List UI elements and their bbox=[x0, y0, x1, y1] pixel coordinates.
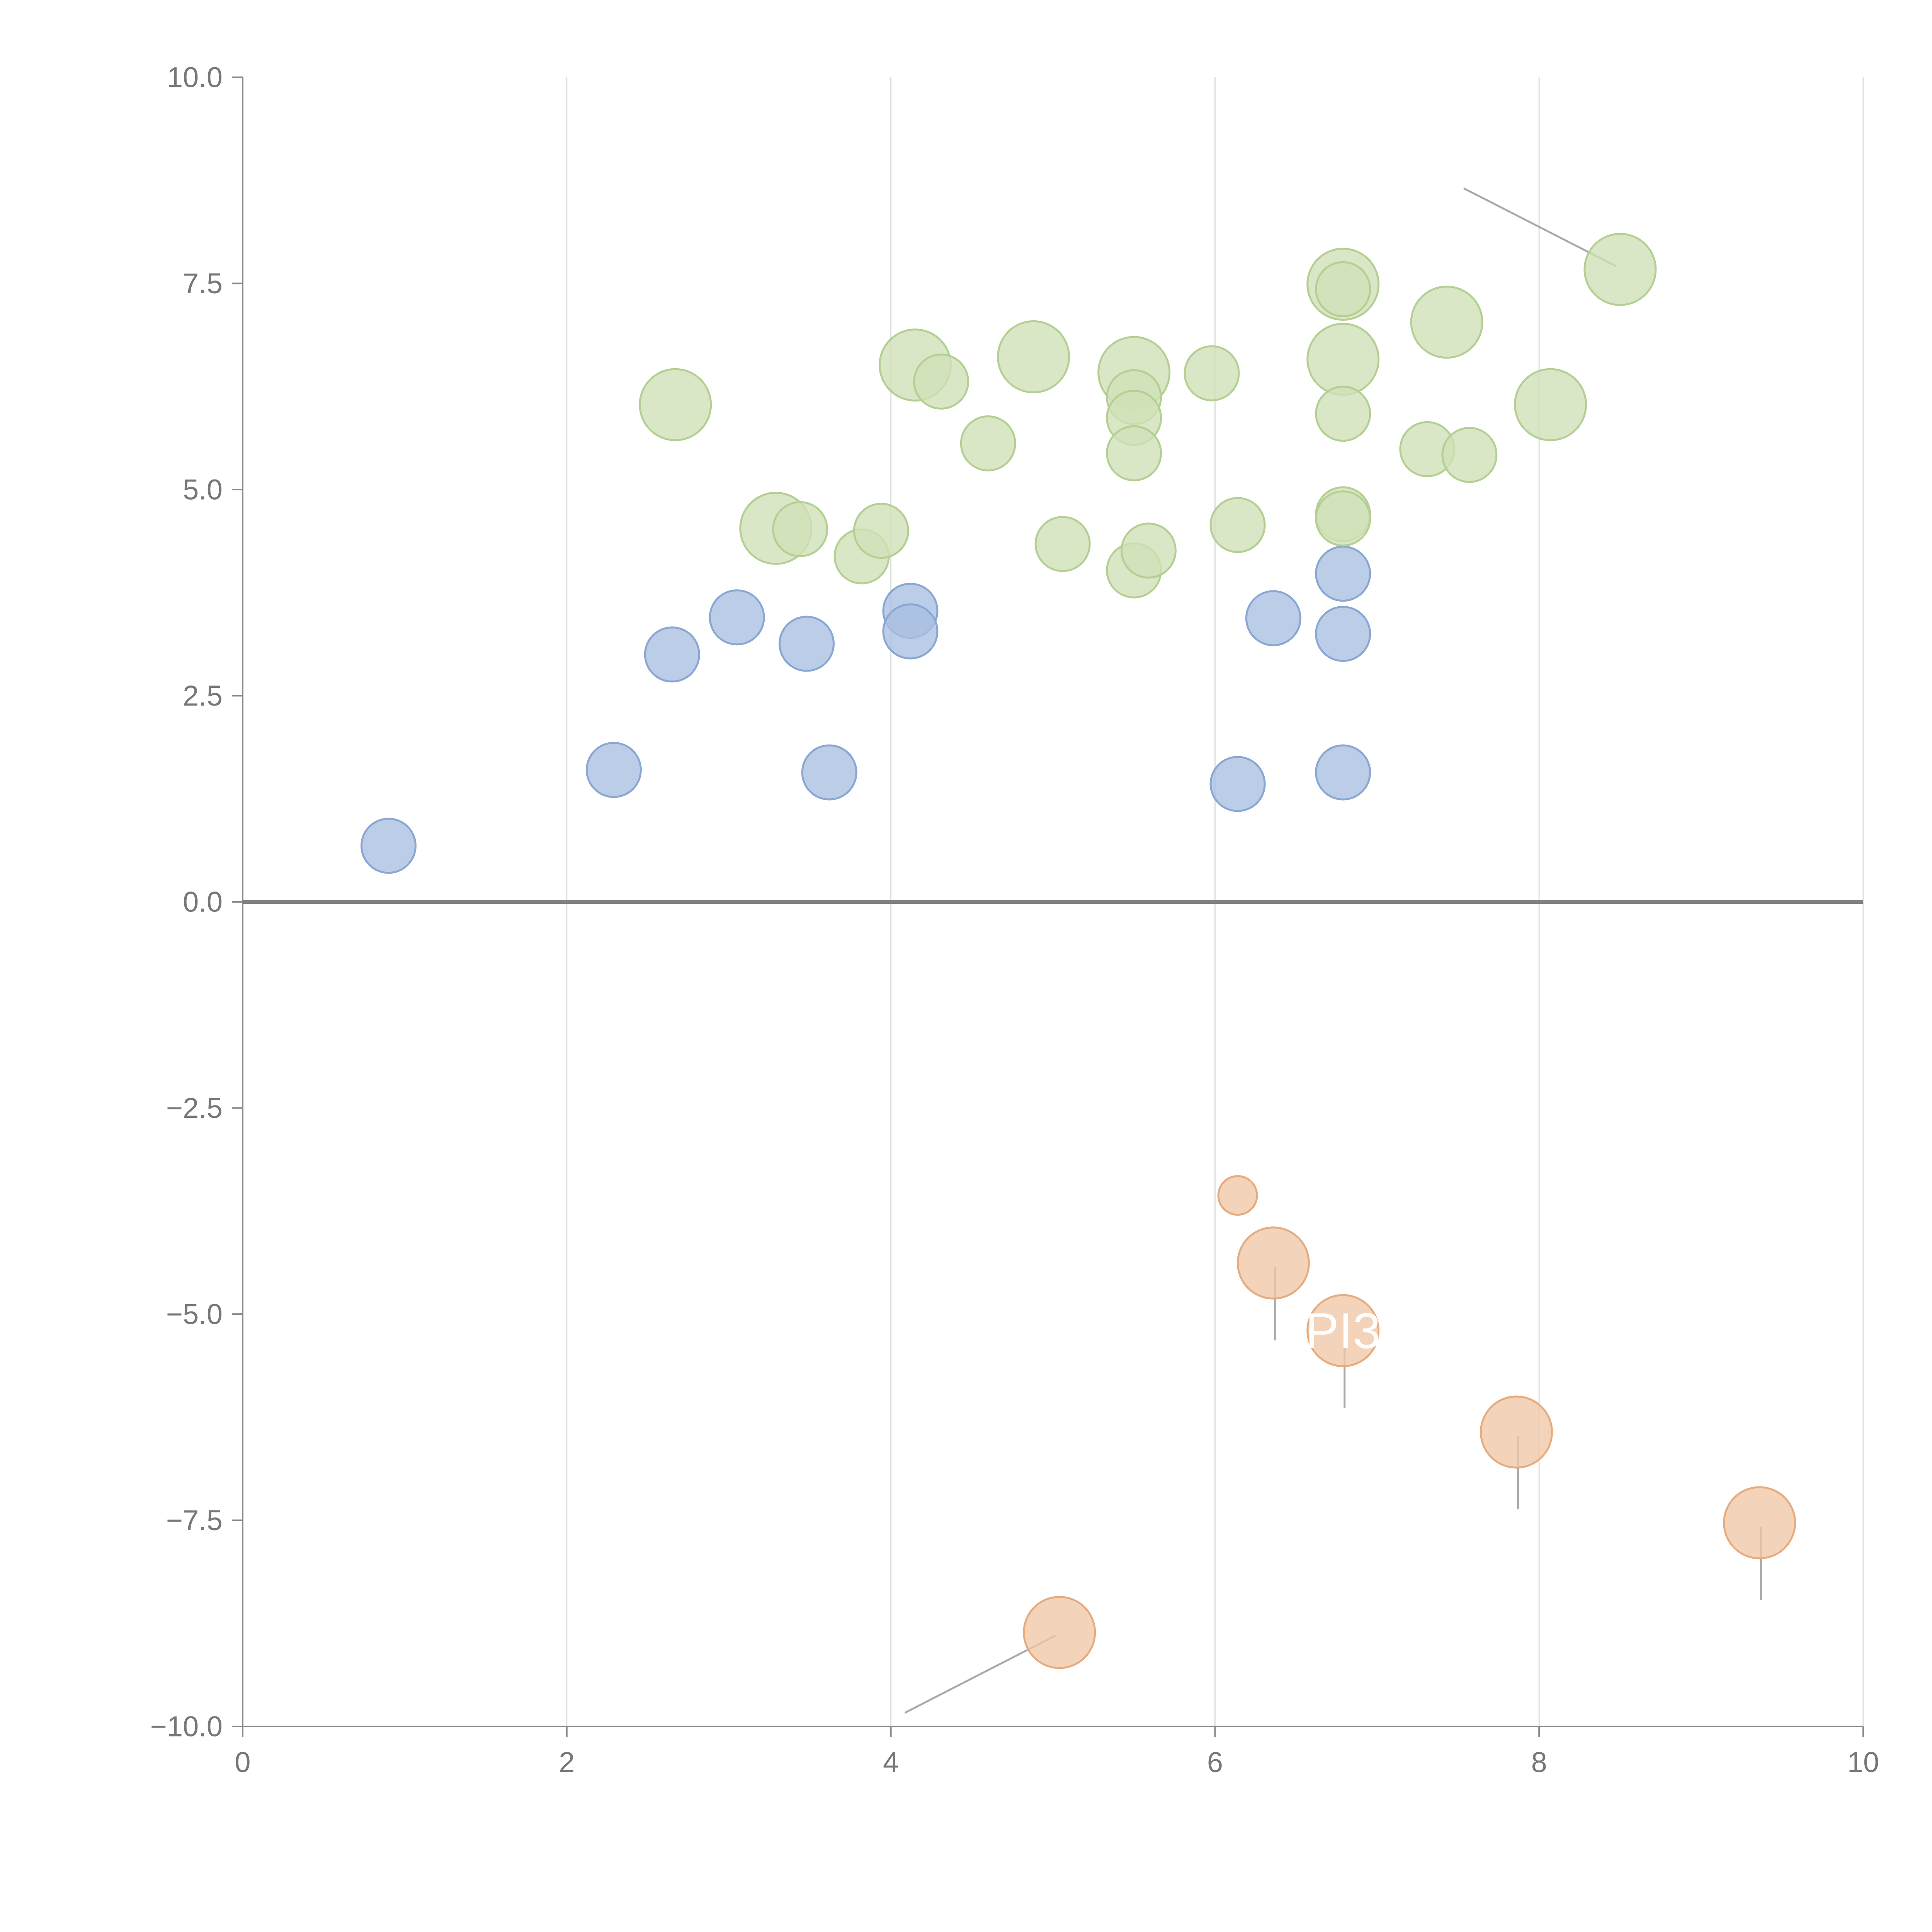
blue-bubble bbox=[1245, 590, 1301, 646]
blue-bubble bbox=[1315, 744, 1371, 801]
green-bubble bbox=[913, 353, 969, 410]
blue-bubble bbox=[360, 818, 417, 874]
y-tick-label: −5.0 bbox=[166, 1298, 223, 1330]
green-bubble bbox=[772, 501, 828, 557]
green-bubble bbox=[853, 503, 909, 559]
blue-bubble bbox=[1315, 546, 1371, 602]
green-bubble bbox=[1120, 522, 1177, 579]
orange-bubble bbox=[1723, 1486, 1796, 1560]
y-tick-label: −7.5 bbox=[166, 1504, 223, 1536]
green-bubble bbox=[1306, 323, 1380, 396]
green-bubble bbox=[1583, 233, 1657, 306]
blue-bubble bbox=[709, 589, 765, 646]
x-tick-label: 6 bbox=[1207, 1746, 1223, 1778]
x-tick-label: 0 bbox=[235, 1746, 250, 1778]
green-bubble bbox=[1514, 368, 1587, 441]
blue-bubble bbox=[801, 744, 857, 801]
green-bubble bbox=[1315, 490, 1371, 547]
green-bubble bbox=[1441, 427, 1498, 483]
x-tick-label: 10 bbox=[1847, 1746, 1879, 1778]
y-tick-label: 10.0 bbox=[167, 61, 223, 94]
axis-layer: −10.0 −7.5 −5.0 −2.5 0.0 2.5 5.0 7.5 10.0 0 2 4 6 8 10 bbox=[150, 61, 1879, 1779]
blue-bubble bbox=[644, 626, 700, 683]
x-tick-label: 8 bbox=[1531, 1746, 1547, 1778]
label-layer: PI3 bbox=[1305, 1303, 1381, 1359]
y-tick-label: 5.0 bbox=[183, 474, 223, 506]
y-tick-label: 0.0 bbox=[183, 886, 223, 918]
green-bubble bbox=[960, 415, 1016, 471]
blue-bubble bbox=[1209, 756, 1266, 812]
y-tick-label: 7.5 bbox=[183, 267, 223, 299]
green-bubble bbox=[1106, 425, 1162, 481]
y-tick-label: −2.5 bbox=[166, 1092, 223, 1124]
green-bubble bbox=[1315, 386, 1371, 442]
green-bubble bbox=[639, 368, 712, 441]
green-bubble bbox=[997, 320, 1070, 393]
green-bubble bbox=[1184, 345, 1240, 401]
green-bubble bbox=[1209, 497, 1266, 553]
green-bubble bbox=[1034, 516, 1091, 572]
orange-bubble bbox=[1480, 1395, 1553, 1469]
y-tick-label: 2.5 bbox=[183, 680, 223, 712]
bubble-layer bbox=[360, 233, 1796, 1669]
green-bubble bbox=[1315, 261, 1371, 317]
orange-bubble bbox=[1217, 1175, 1258, 1216]
bubble-annotation-label: PI3 bbox=[1305, 1303, 1381, 1359]
green-bubble bbox=[1410, 286, 1483, 359]
x-tick-label: 4 bbox=[883, 1746, 899, 1778]
orange-bubble bbox=[1306, 1294, 1380, 1367]
x-tick-label: 2 bbox=[559, 1746, 575, 1778]
blue-bubble bbox=[585, 742, 642, 798]
y-tick-label: −10.0 bbox=[150, 1711, 223, 1743]
blue-bubble bbox=[779, 616, 835, 672]
blue-bubble bbox=[1315, 605, 1371, 662]
orange-bubble bbox=[1236, 1226, 1310, 1300]
blue-bubble bbox=[882, 603, 939, 660]
orange-bubble bbox=[1023, 1596, 1096, 1669]
